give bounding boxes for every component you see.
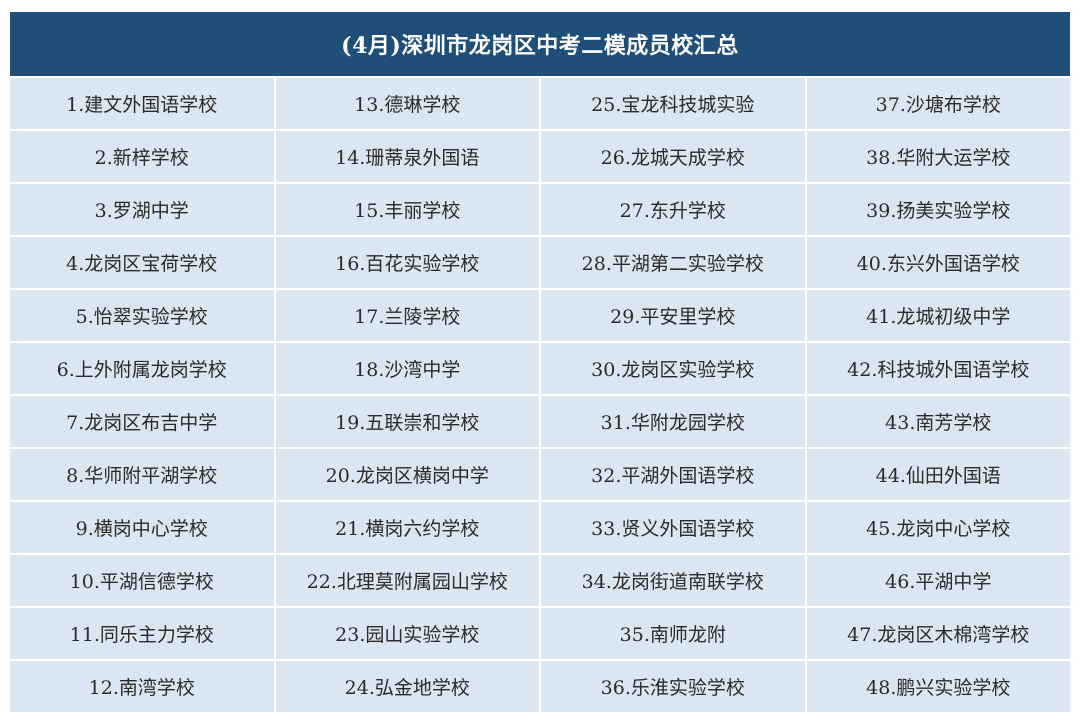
table-cell: 4.龙岗区宝荷学校	[10, 237, 274, 288]
table-cell: 3.罗湖中学	[10, 184, 274, 235]
table-cell: 19.五联崇和学校	[275, 396, 539, 447]
table-cell: 47.龙岗区木棉湾学校	[806, 608, 1070, 659]
table-cell: 30.龙岗区实验学校	[541, 343, 805, 394]
table-cell: 34.龙岗街道南联学校	[541, 555, 805, 606]
table-cell: 21.横岗六约学校	[275, 502, 539, 553]
table-grid: 1.建文外国语学校 13.德琳学校 25.宝龙科技城实验 37.沙塘布学校 2.…	[10, 78, 1070, 712]
table-cell: 24.弘金地学校	[275, 661, 539, 712]
table-cell: 41.龙城初级中学	[806, 290, 1070, 341]
table-cell: 35.南师龙附	[541, 608, 805, 659]
table-cell: 12.南湾学校	[10, 661, 274, 712]
table-cell: 25.宝龙科技城实验	[541, 78, 805, 129]
table-title: (4月)深圳市龙岗区中考二模成员校汇总	[10, 12, 1070, 76]
table-cell: 20.龙岗区横岗中学	[275, 449, 539, 500]
table-cell: 16.百花实验学校	[275, 237, 539, 288]
table-cell: 22.北理莫附属园山学校	[275, 555, 539, 606]
table-cell: 39.扬美实验学校	[806, 184, 1070, 235]
table-cell: 17.兰陵学校	[275, 290, 539, 341]
table-cell: 40.东兴外国语学校	[806, 237, 1070, 288]
table-cell: 28.平湖第二实验学校	[541, 237, 805, 288]
table-cell: 37.沙塘布学校	[806, 78, 1070, 129]
table-cell: 32.平湖外国语学校	[541, 449, 805, 500]
table-cell: 7.龙岗区布吉中学	[10, 396, 274, 447]
table-cell: 42.科技城外国语学校	[806, 343, 1070, 394]
table-cell: 29.平安里学校	[541, 290, 805, 341]
table-cell: 31.华附龙园学校	[541, 396, 805, 447]
table-cell: 8.华师附平湖学校	[10, 449, 274, 500]
table-cell: 9.横岗中心学校	[10, 502, 274, 553]
table-cell: 26.龙城天成学校	[541, 131, 805, 182]
table-cell: 48.鹏兴实验学校	[806, 661, 1070, 712]
table-cell: 14.珊蒂泉外国语	[275, 131, 539, 182]
table-cell: 5.怡翠实验学校	[10, 290, 274, 341]
table-cell: 1.建文外国语学校	[10, 78, 274, 129]
table-cell: 13.德琳学校	[275, 78, 539, 129]
table-cell: 18.沙湾中学	[275, 343, 539, 394]
table-cell: 27.东升学校	[541, 184, 805, 235]
table-cell: 10.平湖信德学校	[10, 555, 274, 606]
table-cell: 15.丰丽学校	[275, 184, 539, 235]
table-cell: 43.南芳学校	[806, 396, 1070, 447]
table-cell: 11.同乐主力学校	[10, 608, 274, 659]
table-cell: 46.平湖中学	[806, 555, 1070, 606]
table-cell: 38.华附大运学校	[806, 131, 1070, 182]
schools-table: (4月)深圳市龙岗区中考二模成员校汇总 1.建文外国语学校 13.德琳学校 25…	[10, 12, 1070, 712]
table-cell: 23.园山实验学校	[275, 608, 539, 659]
table-cell: 36.乐淮实验学校	[541, 661, 805, 712]
table-cell: 33.贤义外国语学校	[541, 502, 805, 553]
table-cell: 45.龙岗中心学校	[806, 502, 1070, 553]
table-cell: 6.上外附属龙岗学校	[10, 343, 274, 394]
table-cell: 44.仙田外国语	[806, 449, 1070, 500]
table-cell: 2.新梓学校	[10, 131, 274, 182]
